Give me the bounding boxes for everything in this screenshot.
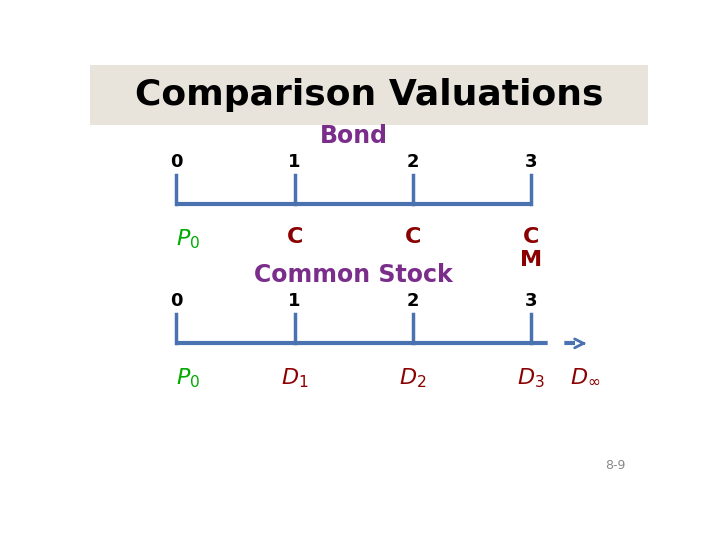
Text: Comparison Valuations: Comparison Valuations xyxy=(135,78,603,112)
Text: C: C xyxy=(405,227,421,247)
Text: Common Stock: Common Stock xyxy=(254,264,453,287)
Text: 3: 3 xyxy=(525,292,537,310)
Text: 2: 2 xyxy=(407,292,419,310)
Text: $P_0$: $P_0$ xyxy=(176,227,201,251)
Text: 1: 1 xyxy=(288,292,301,310)
Bar xyxy=(90,65,648,125)
Text: 2: 2 xyxy=(407,153,419,171)
Text: 0: 0 xyxy=(170,153,183,171)
Text: $D_2$: $D_2$ xyxy=(399,366,426,390)
Text: M: M xyxy=(520,250,542,270)
Text: C: C xyxy=(287,227,303,247)
Text: 8-9: 8-9 xyxy=(606,460,626,472)
Text: 1: 1 xyxy=(288,153,301,171)
Text: $P_0$: $P_0$ xyxy=(176,366,201,390)
Text: Bond: Bond xyxy=(320,124,387,148)
Text: 0: 0 xyxy=(170,292,183,310)
Text: C: C xyxy=(523,227,539,247)
Text: 3: 3 xyxy=(525,153,537,171)
Text: $D_\infty$: $D_\infty$ xyxy=(570,366,600,386)
Text: $D_1$: $D_1$ xyxy=(281,366,308,390)
Text: $D_3$: $D_3$ xyxy=(517,366,544,390)
